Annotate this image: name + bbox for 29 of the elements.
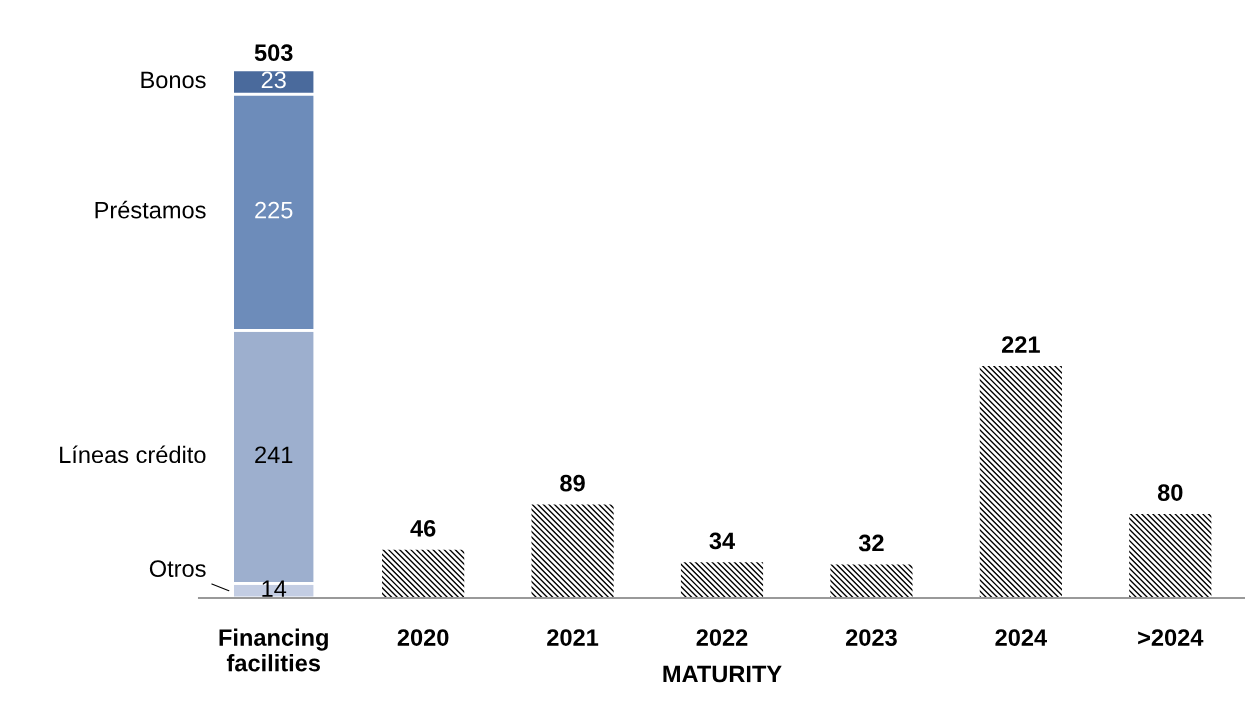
series-label: Líneas crédito xyxy=(60,445,206,464)
data-label: 89 xyxy=(560,474,585,492)
data-label: 80 xyxy=(1157,484,1183,501)
series-label: Bonos xyxy=(141,71,206,89)
bar xyxy=(1129,514,1212,598)
x-tick-label: Financing facilities xyxy=(219,628,328,672)
data-label: 32 xyxy=(858,534,884,552)
x-tick-label: 2023 xyxy=(845,629,897,646)
series-label: Préstamos xyxy=(95,200,206,219)
total-label: 503 xyxy=(254,44,293,62)
x-tick-label: 2024 xyxy=(995,629,1047,646)
data-label: 225 xyxy=(255,201,293,219)
x-tick-label: 2022 xyxy=(696,629,748,646)
bar xyxy=(830,564,913,598)
bar xyxy=(979,365,1062,598)
x-tick-label: 2021 xyxy=(547,629,599,646)
series-label: Otros xyxy=(149,560,206,578)
bar xyxy=(531,504,614,598)
data-label: 14 xyxy=(262,580,287,597)
data-label: 34 xyxy=(709,532,736,550)
data-label: 241 xyxy=(255,446,293,463)
data-label: 23 xyxy=(261,71,286,89)
data-label: 46 xyxy=(410,519,436,537)
bar xyxy=(382,549,465,598)
bar xyxy=(680,562,764,598)
x-tick-label: >2024 xyxy=(1138,629,1204,646)
x-tick-label: 2020 xyxy=(397,629,449,646)
x-axis-title: MATURITY xyxy=(663,665,782,683)
data-label: 221 xyxy=(1001,336,1040,353)
